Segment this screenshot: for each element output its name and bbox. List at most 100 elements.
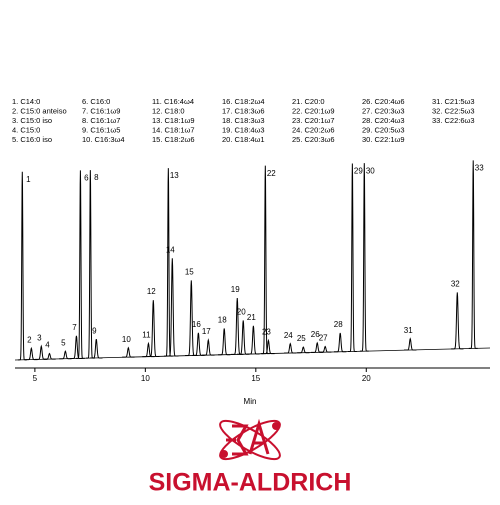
peak-label: 24	[284, 331, 293, 340]
peak	[319, 345, 332, 353]
orbit	[219, 419, 281, 461]
peak-label: 1	[26, 175, 31, 184]
peak	[262, 338, 275, 355]
peak	[297, 346, 310, 354]
legend-entry: 1. C14:0	[12, 97, 40, 106]
legend-entry: 17. C18:3ω6	[222, 106, 265, 115]
peak	[334, 332, 347, 353]
peak	[468, 160, 478, 349]
legend-entry: 9. C16:1ω5	[82, 125, 120, 134]
peak-label: 32	[451, 280, 460, 289]
peak-label: 8	[94, 173, 99, 182]
legend-entry: 22. C20:1ω9	[292, 106, 335, 115]
peak-label: 7	[72, 323, 77, 332]
peak-label: 19	[231, 285, 240, 294]
peak	[202, 338, 215, 356]
peak	[122, 346, 135, 358]
peak	[166, 258, 179, 357]
peak-label: 16	[192, 320, 201, 329]
legend-entry: 30. C22:1ω9	[362, 135, 405, 144]
peak-label: 20	[237, 308, 246, 317]
sigma-mark	[226, 424, 249, 456]
orbit	[219, 419, 281, 461]
legend-entry: 29. C20:5ω3	[362, 125, 405, 134]
peak-label: 30	[366, 166, 375, 175]
legend-entry: 21. C20:0	[292, 97, 325, 106]
peak-label: 28	[334, 320, 343, 329]
peak-label: 4	[45, 341, 50, 350]
legend-entry: 23. C20:1ω7	[292, 116, 335, 125]
legend-entry: 3. C15:0 iso	[12, 116, 52, 125]
legend-entry: 10. C16:3ω4	[82, 135, 125, 144]
legend-entry: 27. C20:3ω3	[362, 106, 405, 115]
peak-label: 11	[142, 331, 151, 340]
peak-label: 10	[122, 335, 131, 344]
peak	[59, 350, 72, 360]
legend-entry: 12. C18:0	[152, 106, 185, 115]
legend-entry: 25. C20:3ω6	[292, 135, 335, 144]
peak	[284, 342, 297, 354]
legend-entry: 33. C22:6ω3	[432, 116, 475, 125]
peak	[147, 300, 160, 358]
peak-label: 12	[147, 287, 156, 296]
legend-entry: 15. C18:2ω6	[152, 135, 195, 144]
peak-label: 29	[354, 167, 363, 176]
legend-entry: 20. C18:4ω1	[222, 135, 265, 144]
peak-label: 18	[218, 316, 227, 325]
peak	[142, 341, 155, 358]
peak-label: 15	[185, 267, 194, 276]
peak	[218, 328, 231, 356]
peak-label: 6	[84, 173, 89, 182]
legend-entry: 19. C18:4ω3	[222, 125, 265, 134]
peak	[70, 335, 83, 359]
electron	[220, 450, 228, 458]
peak-label: 3	[37, 333, 42, 342]
peak-label: 17	[202, 327, 211, 336]
legend-entry: 18. C18:3ω3	[222, 116, 265, 125]
a-mark	[248, 418, 270, 455]
legend-entry: 13. C18:1ω9	[152, 116, 195, 125]
x-tick-label: 5	[33, 374, 38, 383]
peak	[231, 297, 244, 355]
logo-symbol	[219, 418, 281, 461]
peak	[43, 352, 56, 360]
legend-entry: 32. C22:5ω3	[432, 106, 475, 115]
legend-entry: 11. C16:4ω4	[152, 97, 194, 106]
peak-label: 23	[262, 328, 271, 337]
peak-label: 5	[61, 338, 66, 347]
x-tick-label: 10	[141, 374, 150, 383]
legend-entry: 24. C20:2ω6	[292, 125, 335, 134]
peak-label: 33	[475, 164, 484, 173]
peak-label: 21	[247, 313, 256, 322]
x-tick-label: 20	[362, 374, 371, 383]
peak-label: 22	[267, 169, 276, 178]
peak	[359, 163, 369, 352]
peak	[404, 337, 417, 351]
legend-entry: 4. C15:0	[12, 125, 40, 134]
legend-entry: 28. C20:4ω3	[362, 116, 405, 125]
peak-label: 13	[170, 171, 179, 180]
peak-label: 2	[27, 335, 32, 344]
peak-label: 31	[404, 326, 413, 335]
legend-entry: 7. C16:1ω9	[82, 106, 120, 115]
x-axis-label: Min	[244, 397, 257, 406]
legend-entry: 14. C18:1ω7	[152, 125, 195, 134]
legend-entry: 8. C16:1ω7	[82, 116, 120, 125]
peak	[75, 170, 85, 359]
peak	[347, 163, 357, 352]
peak-label: 27	[319, 334, 328, 343]
legend-entry: 31. C21:5ω3	[432, 97, 475, 106]
peak-label: 25	[297, 334, 306, 343]
legend-entry: 16. C18:2ω4	[222, 97, 265, 106]
legend-entry: 6. C16:0	[82, 97, 110, 106]
peak	[90, 339, 103, 359]
legend-entry: 2. C15:0 anteiso	[12, 106, 67, 115]
x-tick-label: 15	[251, 374, 260, 383]
legend-entry: 5. C16:0 iso	[12, 135, 52, 144]
peak-label: 14	[166, 245, 175, 254]
electron	[272, 422, 280, 430]
legend-entry: 26. C20:4ω6	[362, 97, 405, 106]
